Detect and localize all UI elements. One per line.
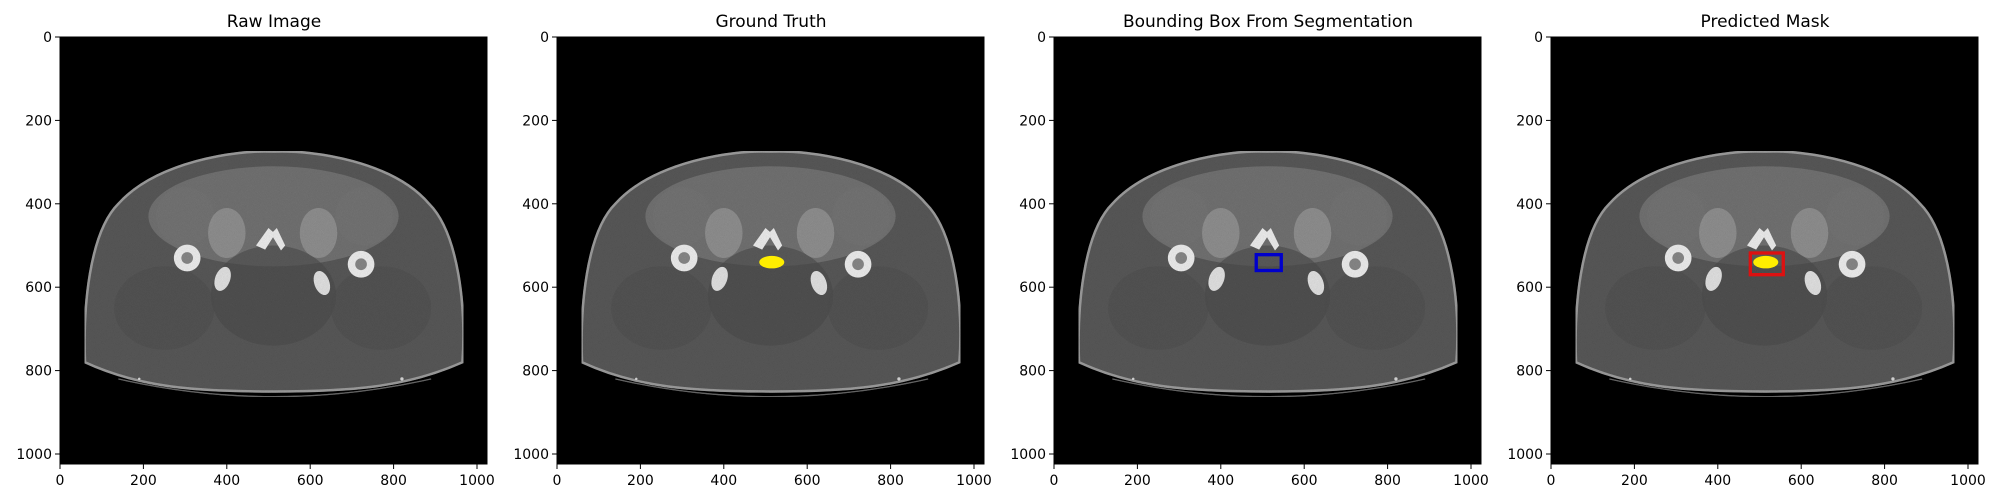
y-tick-label: 400 — [522, 197, 549, 213]
y-tick-label: 400 — [1019, 197, 1046, 213]
y-tick-label: 800 — [25, 364, 52, 380]
ct-image — [1551, 37, 1978, 464]
y-tick-label: 800 — [1516, 364, 1543, 380]
x-tick-label: 800 — [380, 473, 407, 489]
ct-image — [557, 37, 984, 464]
ct-image — [1054, 37, 1481, 464]
y-tick-label: 600 — [25, 280, 52, 296]
y-tick-label: 200 — [1516, 113, 1543, 129]
y-tick-label: 600 — [1516, 280, 1543, 296]
x-tick-label: 1000 — [956, 473, 992, 489]
x-tick-label: 1000 — [1453, 473, 1489, 489]
y-tick-label: 0 — [1534, 30, 1543, 46]
x-tick-label: 1000 — [1950, 473, 1986, 489]
x-tick-label: 800 — [1871, 473, 1898, 489]
axes-frame — [1550, 36, 1979, 465]
ct-image — [60, 37, 487, 464]
panel-title: Bounding Box From Segmentation — [1123, 12, 1413, 32]
x-tick-label: 200 — [1124, 473, 1151, 489]
y-tick-label: 600 — [522, 280, 549, 296]
x-tick-label: 200 — [1621, 473, 1648, 489]
axes-frame — [59, 36, 488, 465]
y-tick-label: 1000 — [513, 447, 549, 463]
y-tick-label: 200 — [522, 113, 549, 129]
y-tick-label: 800 — [1019, 364, 1046, 380]
axes-frame — [556, 36, 985, 465]
panel-title: Predicted Mask — [1701, 12, 1830, 32]
x-tick-label: 400 — [1207, 473, 1234, 489]
segmentation-mask — [1753, 255, 1779, 269]
x-tick-label: 0 — [1050, 473, 1059, 489]
y-tick-label: 1000 — [16, 447, 52, 463]
x-tick-label: 600 — [297, 473, 324, 489]
x-tick-label: 800 — [1374, 473, 1401, 489]
x-tick-label: 600 — [1788, 473, 1815, 489]
x-tick-label: 600 — [794, 473, 821, 489]
y-tick-label: 0 — [1037, 30, 1046, 46]
y-tick-label: 1000 — [1507, 447, 1543, 463]
panel-3: Bounding Box From Segmentation 0 200 400 600… — [1010, 12, 1488, 489]
x-tick-label: 200 — [627, 473, 654, 489]
x-tick-label: 400 — [710, 473, 737, 489]
x-tick-label: 400 — [1704, 473, 1731, 489]
panel-title: Ground Truth — [715, 12, 826, 32]
x-tick-label: 600 — [1291, 473, 1318, 489]
x-tick-label: 0 — [1547, 473, 1556, 489]
x-tick-label: 200 — [130, 473, 157, 489]
y-tick-label: 600 — [1019, 280, 1046, 296]
y-tick-label: 200 — [1019, 113, 1046, 129]
y-tick-label: 400 — [1516, 197, 1543, 213]
axes-frame — [1053, 36, 1482, 465]
y-tick-label: 400 — [25, 197, 52, 213]
x-tick-label: 400 — [213, 473, 240, 489]
x-tick-label: 1000 — [459, 473, 495, 489]
x-tick-label: 800 — [877, 473, 904, 489]
y-tick-label: 200 — [25, 113, 52, 129]
x-tick-label: 0 — [56, 473, 65, 489]
y-tick-label: 800 — [522, 364, 549, 380]
x-tick-label: 0 — [553, 473, 562, 489]
panel-title: Raw Image — [227, 12, 321, 32]
y-tick-label: 0 — [540, 30, 549, 46]
y-tick-label: 1000 — [1010, 447, 1046, 463]
segmentation-mask — [759, 255, 785, 269]
y-tick-label: 0 — [43, 30, 52, 46]
prompt-box — [1748, 251, 1785, 277]
bounding-box — [1254, 253, 1283, 273]
